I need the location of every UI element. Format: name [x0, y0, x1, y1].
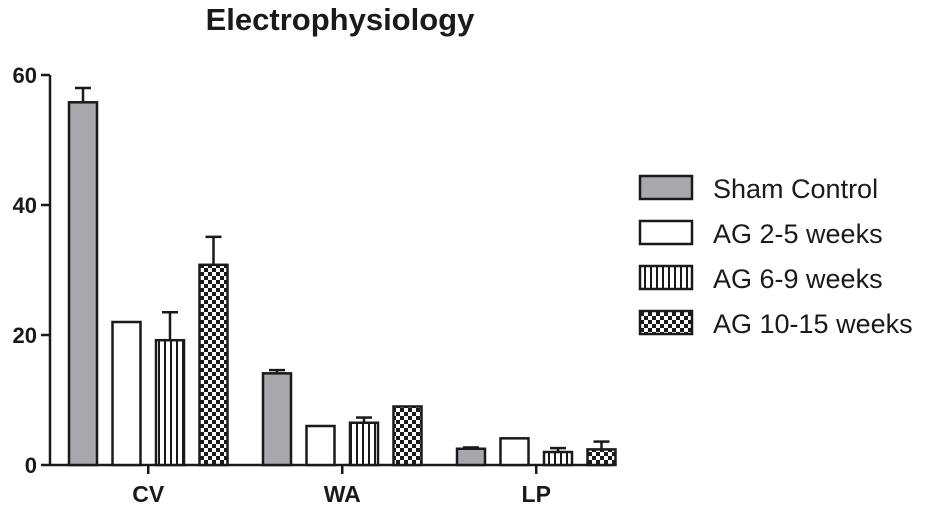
bar: [499, 437, 530, 467]
legend-label: AG 10-15 weeks: [713, 309, 913, 339]
bar: [348, 421, 380, 467]
bar: [261, 372, 293, 467]
y-tick-label: 20: [13, 323, 37, 348]
legend-swatch: [638, 174, 694, 201]
bar-series: [154, 311, 574, 467]
bar: [67, 101, 99, 467]
bar: [455, 447, 487, 467]
x-tick-label: CV: [132, 481, 165, 507]
bar: [111, 320, 142, 467]
bar-series: [67, 86, 487, 467]
chart-title: Electrophysiology: [206, 2, 475, 37]
legend-swatch: [638, 219, 694, 246]
legend-label: AG 2-5 weeks: [713, 219, 883, 249]
x-tick-label: LP: [522, 481, 551, 507]
x-tick-label: WA: [324, 481, 361, 507]
bar: [305, 424, 336, 467]
legend-label: Sham Control: [713, 174, 878, 204]
bar-series-group: [67, 86, 617, 467]
bar: [198, 263, 229, 467]
legend: Sham Control AG 2-5 weeks AG 6-9 weeks AG 1…: [638, 174, 913, 339]
bar-series: [111, 320, 530, 467]
bar: [586, 448, 617, 467]
legend-swatch: [638, 264, 694, 291]
bar: [392, 405, 423, 467]
y-tick-label: 40: [13, 193, 37, 218]
y-axis: 0 20 40 60: [13, 63, 52, 478]
legend-item: AG 10-15 weeks: [638, 309, 913, 339]
legend-item: AG 6-9 weeks: [638, 264, 883, 294]
legend-swatch: [638, 309, 694, 336]
bar-series: [198, 235, 617, 467]
bar: [154, 338, 186, 467]
x-axis: CV WA LP: [50, 463, 612, 507]
legend-label: AG 6-9 weeks: [713, 264, 883, 294]
y-tick-label: 0: [25, 453, 37, 478]
bar: [542, 450, 574, 467]
legend-item: Sham Control: [638, 174, 878, 204]
y-tick-label: 60: [13, 63, 37, 88]
legend-item: AG 2-5 weeks: [638, 219, 883, 249]
